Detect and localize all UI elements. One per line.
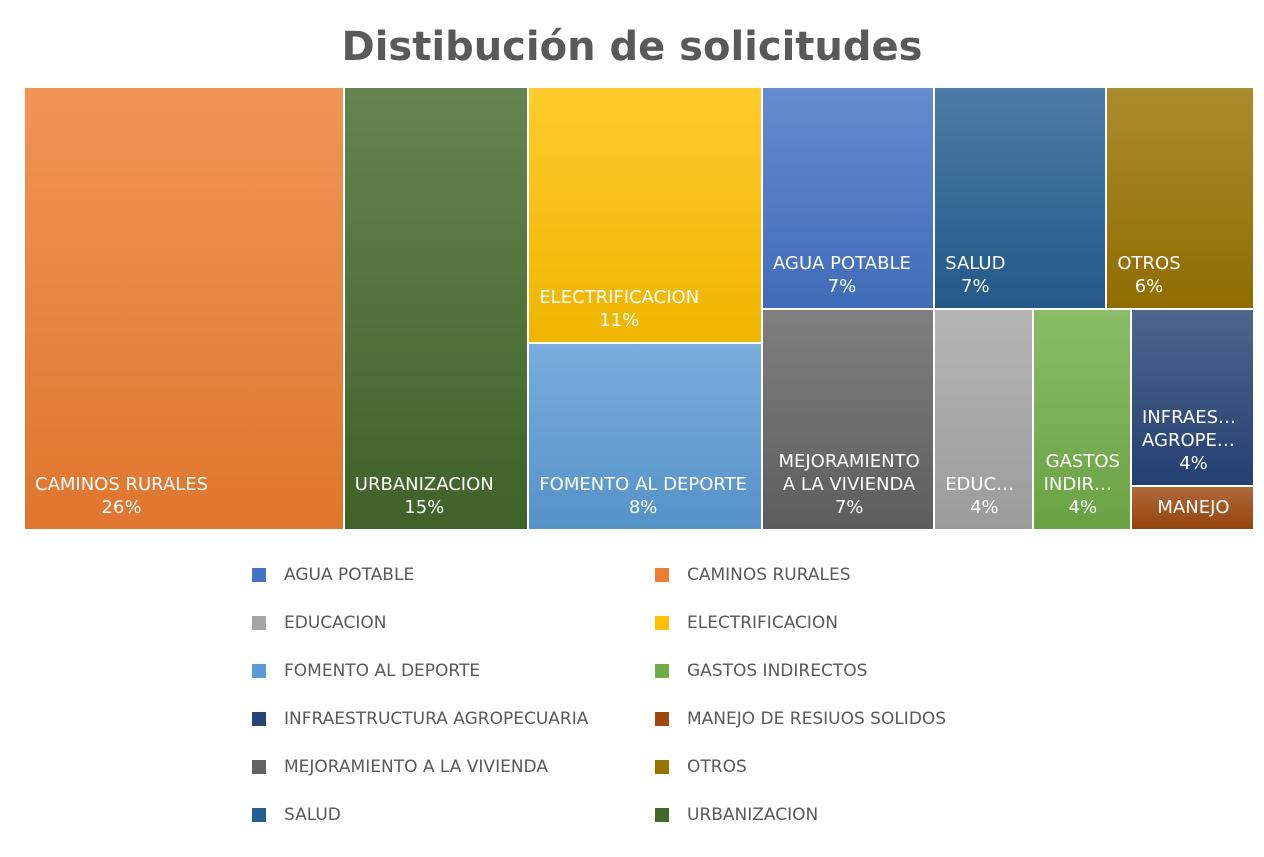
- tile-label-box: SALUD 7%: [945, 252, 1005, 298]
- legend-label: INFRAESTRUCTURA AGROPECUARIA: [284, 709, 589, 729]
- legend-marker: [252, 568, 266, 582]
- legend-item: SALUD: [252, 805, 341, 825]
- legend-marker: [655, 712, 669, 726]
- treemap-tile: URBANIZACION 15%: [343, 87, 529, 530]
- legend-marker: [252, 616, 266, 630]
- tile-name: EDUCACION: [945, 474, 1023, 495]
- tile-value: 6%: [1134, 275, 1164, 297]
- legend-label: MANEJO DE RESIUOS SOLIDOS: [687, 709, 947, 729]
- tile-name: SALUD: [945, 252, 1006, 274]
- legend-label: SALUD: [284, 805, 341, 825]
- legend-label: CAMINOS RURALES: [687, 565, 851, 585]
- tile-label-box: URBANIZACION 15%: [355, 473, 494, 519]
- legend-label: MEJORAMIENTO A LA VIVIENDA: [284, 757, 548, 777]
- legend-marker: [252, 712, 266, 726]
- tile-label-box: GASTOS INDIRECTOS4%: [1044, 450, 1122, 519]
- treemap-tile: OTROS 6%: [1106, 87, 1254, 309]
- legend-item: MANEJO DE RESIUOS SOLIDOS: [655, 709, 946, 729]
- treemap-tile: INFRAESTRUCTURA AGROPECUARIA4%: [1131, 308, 1254, 486]
- legend-item: OTROS: [655, 757, 747, 777]
- treemap-tile: FOMENTO AL DEPORTE 8%: [528, 343, 762, 530]
- treemap-tile: SALUD 7%: [934, 87, 1107, 309]
- tile-value: 4%: [1179, 452, 1208, 474]
- legend-label: URBANIZACION: [687, 805, 819, 825]
- tile-name: FOMENTO AL DEPORTE: [539, 473, 747, 495]
- tile-name: MANEJO DE RESIUOS SOLIDOS: [1157, 496, 1230, 518]
- legend-label: FOMENTO AL DEPORTE: [284, 661, 481, 681]
- tile-label-box: CAMINOS RURALES 26%: [35, 473, 208, 519]
- tile-value: 8%: [628, 496, 658, 518]
- legend-item: URBANIZACION: [655, 805, 818, 825]
- tile-name: OTROS: [1117, 252, 1181, 274]
- legend-item: CAMINOS RURALES: [655, 565, 850, 585]
- legend-item: FOMENTO AL DEPORTE: [252, 661, 480, 681]
- legend-label: AGUA POTABLE: [284, 565, 415, 585]
- treemap-tile: ELECTRIFICACION 11%: [528, 87, 762, 344]
- tile-value: 15%: [404, 497, 445, 518]
- plot-area: CAMINOS RURALES 26% URBANIZACION 15% ELECTRI…: [24, 87, 1254, 530]
- tile-value: 11%: [599, 310, 640, 332]
- tile-label-box: AGUA POTABLE 7%: [773, 252, 911, 298]
- legend-marker: [655, 664, 669, 678]
- tile-value: 4%: [1068, 497, 1098, 518]
- legend-item: MEJORAMIENTO A LA VIVIENDA: [252, 757, 548, 777]
- tile-value: 7%: [961, 275, 990, 297]
- tile-name: INFRAESTRUCTURA AGROPECUARIA: [1142, 406, 1245, 451]
- legend-label: GASTOS INDIRECTOS: [687, 661, 868, 681]
- tile-value: 4%: [970, 497, 999, 518]
- tile-label-box: MEJORAMIENTO A LA VIVIENDA 7%: [773, 450, 925, 519]
- tile-label-box: FOMENTO AL DEPORTE 8%: [539, 473, 747, 519]
- legend-item: EDUCACION: [252, 613, 386, 633]
- legend-label: EDUCACION: [284, 613, 387, 633]
- tile-value: 26%: [101, 497, 142, 518]
- tile-name: AGUA POTABLE: [773, 252, 911, 274]
- legend-marker: [655, 568, 669, 582]
- legend-label: OTROS: [687, 757, 747, 777]
- treemap-tile: EDUCACION4%: [934, 308, 1033, 530]
- legend-item: GASTOS INDIRECTOS: [655, 661, 867, 681]
- tile-name: GASTOS INDIRECTOS: [1043, 451, 1122, 495]
- tile-label-box: OTROS 6%: [1117, 252, 1180, 298]
- treemap-tile: GASTOS INDIRECTOS4%: [1032, 308, 1131, 530]
- tile-name: ELECTRIFICACION: [539, 287, 700, 309]
- treemap-tile: MEJORAMIENTO A LA VIVIENDA 7%: [762, 308, 935, 530]
- legend-marker: [655, 760, 669, 774]
- legend-marker: [252, 760, 266, 774]
- legend-label: ELECTRIFICACION: [687, 613, 839, 633]
- tile-label-box: ELECTRIFICACION 11%: [539, 286, 699, 332]
- treemap-tile: CAMINOS RURALES 26%: [24, 87, 344, 530]
- legend-marker: [252, 664, 266, 678]
- tile-name: URBANIZACION: [354, 474, 494, 495]
- legend-item: AGUA POTABLE: [252, 565, 414, 585]
- tile-value: 7%: [834, 497, 864, 518]
- tile-label-box: EDUCACION4%: [945, 473, 1023, 519]
- legend-marker: [252, 808, 266, 822]
- tile-name: MEJORAMIENTO A LA VIVIENDA: [778, 451, 920, 495]
- legend-marker: [655, 616, 669, 630]
- legend-marker: [655, 808, 669, 822]
- tile-label-box: MANEJO DE RESIUOS SOLIDOS: [1142, 496, 1245, 519]
- legend-item: ELECTRIFICACION: [655, 613, 838, 633]
- treemap-tile: MANEJO DE RESIUOS SOLIDOS: [1131, 485, 1254, 530]
- legend-item: INFRAESTRUCTURA AGROPECUARIA: [252, 709, 588, 729]
- tile-name: CAMINOS RURALES: [35, 474, 209, 495]
- chart-title: Distibución de solicitudes: [341, 24, 923, 70]
- tile-value: 7%: [827, 275, 857, 297]
- treemap-tile: AGUA POTABLE 7%: [762, 87, 935, 309]
- tile-label-box: INFRAESTRUCTURA AGROPECUARIA4%: [1142, 406, 1245, 475]
